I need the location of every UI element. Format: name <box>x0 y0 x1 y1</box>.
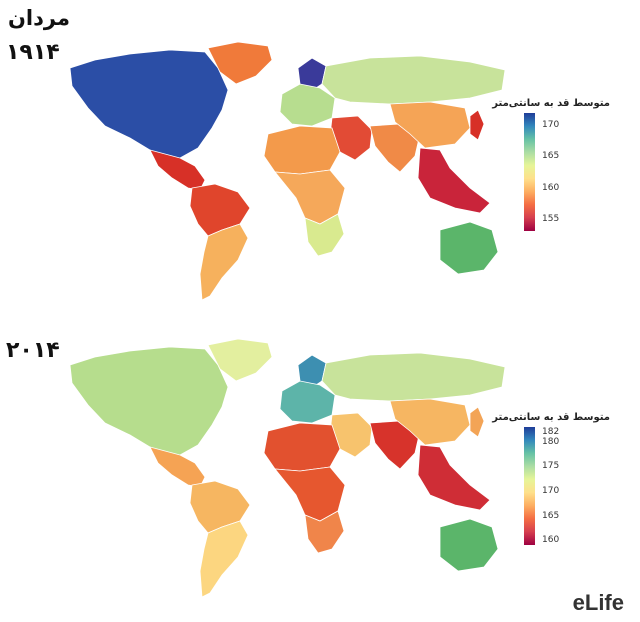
region-africa-north <box>263 125 341 175</box>
legend-tick-label: 160 <box>542 182 560 193</box>
region-australia <box>439 221 499 275</box>
legend-tick-label: 165 <box>542 510 560 521</box>
region-greenland <box>207 41 273 85</box>
region-africa-south <box>304 213 345 257</box>
legend-1914: متوسط قد به سانتی‌متر 170 165 160 155 <box>492 98 610 233</box>
elife-logo: eLife <box>572 590 624 615</box>
region-china <box>389 398 471 446</box>
legend-colorbar-2014 <box>524 427 535 545</box>
legend-scale-2014: 182 180 175 170 165 160 <box>520 427 610 547</box>
region-europe <box>279 380 336 424</box>
region-se-asia <box>417 147 491 214</box>
legend-tick-label: 182 <box>542 426 560 437</box>
year-label-2014: ۲۰۱۴ <box>6 338 60 363</box>
region-africa-south <box>304 510 345 554</box>
legend-tick-label: 170 <box>542 120 560 131</box>
region-china <box>389 101 471 149</box>
region-japan <box>469 406 485 438</box>
region-russia <box>321 352 506 402</box>
legend-scale-1914: 170 165 160 155 <box>520 113 610 233</box>
legend-tick-label: 175 <box>542 461 560 472</box>
legend-title-2014: متوسط قد به سانتی‌متر <box>492 412 610 423</box>
region-south-america-south <box>199 520 249 598</box>
region-japan <box>469 109 485 141</box>
legend-tick-label: 155 <box>542 213 560 224</box>
region-greenland <box>207 338 273 382</box>
legend-tick-label: 180 <box>542 436 560 447</box>
legend-tick-label: 160 <box>542 535 560 546</box>
year-label-1914: ۱۹۱۴ <box>6 40 60 65</box>
world-map-1914 <box>69 41 506 301</box>
region-australia <box>439 518 499 572</box>
legend-title-1914: متوسط قد به سانتی‌متر <box>492 98 610 109</box>
region-se-asia <box>417 444 491 511</box>
region-north-america <box>69 346 229 460</box>
legend-colorbar-1914 <box>524 113 535 231</box>
region-africa-north <box>263 422 341 472</box>
region-south-america-south <box>199 223 249 301</box>
region-europe <box>279 83 336 127</box>
legend-2014: متوسط قد به سانتی‌متر 182 180 175 170 165 160 <box>492 412 610 547</box>
region-russia <box>321 55 506 105</box>
world-map-2014 <box>69 338 506 598</box>
page-title: مردان <box>8 6 70 30</box>
legend-tick-label: 165 <box>542 151 560 162</box>
legend-tick-label: 170 <box>542 485 560 496</box>
region-north-america <box>69 49 229 163</box>
